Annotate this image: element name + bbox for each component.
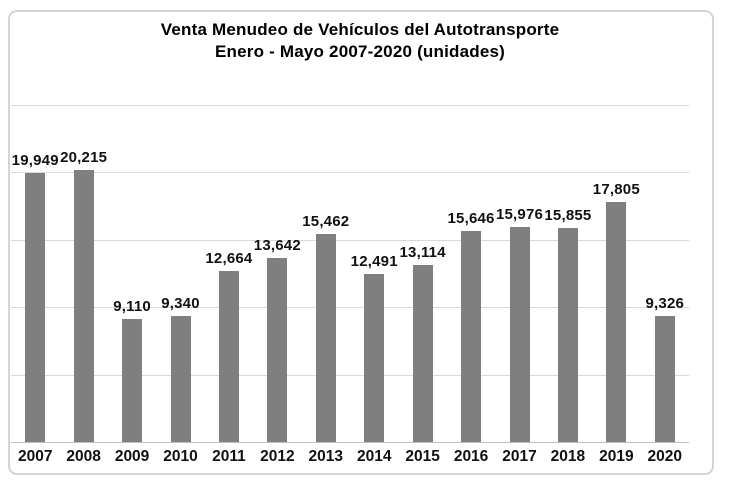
bar-value-label-2019: 17,805 xyxy=(592,181,640,198)
bar-2008 xyxy=(73,169,94,442)
x-axis-label-2008: 2008 xyxy=(66,448,101,465)
x-axis-label-2019: 2019 xyxy=(599,448,634,465)
x-axis-line xyxy=(11,442,689,443)
chart-title: Venta Menudeo de Vehículos del Autotrans… xyxy=(0,19,720,63)
bar-2020 xyxy=(654,316,675,442)
x-axis-label-2012: 2012 xyxy=(260,448,295,465)
bar-value-label-2014: 12,491 xyxy=(350,252,398,270)
gridline-20000 xyxy=(11,172,689,174)
bar-value-label-2011: 12,664 xyxy=(205,250,253,268)
x-axis-label-2009: 2009 xyxy=(114,448,150,465)
bar-value-label-2015: 13,114 xyxy=(399,244,446,262)
x-axis-label-2011: 2011 xyxy=(212,448,246,465)
gridline-15000 xyxy=(11,239,689,241)
bar-2015 xyxy=(412,265,433,442)
bar-value-label-2008: 20,215 xyxy=(60,148,108,166)
chart-title-line-1: Venta Menudeo de Vehículos del Autotrans… xyxy=(160,20,560,39)
x-axis-label-2020: 2020 xyxy=(647,448,683,465)
bar-value-label-2012: 13,642 xyxy=(253,237,301,255)
bar-2014 xyxy=(364,273,385,442)
x-axis-label-2018: 2018 xyxy=(550,448,586,465)
bar-value-label-2016: 15,646 xyxy=(447,210,495,228)
bar-2009 xyxy=(122,319,143,442)
bar-value-label-2017: 15,976 xyxy=(495,205,544,223)
gridline-5000 xyxy=(11,374,689,376)
bar-value-label-2020: 9,326 xyxy=(645,295,685,313)
bar-value-label-2013: 15,462 xyxy=(302,212,350,230)
bar-value-label-2018: 15,855 xyxy=(544,207,592,225)
chart-title-line-2: Enero - Mayo 2007-2020 (unidades) xyxy=(214,42,506,61)
bar-2019 xyxy=(606,202,627,442)
bar-2017 xyxy=(509,226,530,442)
bar-value-label-2009: 9,110 xyxy=(113,298,151,316)
bar-2007 xyxy=(25,173,46,442)
x-axis-label-2013: 2013 xyxy=(308,448,344,465)
x-axis-label-2015: 2015 xyxy=(405,448,440,465)
bar-value-label-2007: 19,949 xyxy=(11,152,59,170)
bar-2012 xyxy=(267,258,288,442)
bar-2010 xyxy=(170,316,191,442)
gridline-10000 xyxy=(11,307,689,309)
bar-value-label-2010: 9,340 xyxy=(161,295,200,313)
bar-2011 xyxy=(218,271,239,442)
x-axis-label-2014: 2014 xyxy=(356,448,392,465)
plot-area: 19,949 20,215 9,110 9,340 12,664 13,642 15,462… xyxy=(11,105,689,443)
bar-2016 xyxy=(461,231,482,442)
bar-2013 xyxy=(315,233,336,442)
bar-2018 xyxy=(557,228,578,442)
x-axis-labels: 2007 2008 2009 2010 2011 2012 2013 2014 2015 2016… xyxy=(11,448,689,470)
x-axis-label-2010: 2010 xyxy=(163,448,198,465)
x-axis-label-2017: 2017 xyxy=(502,448,537,465)
x-axis-label-2016: 2016 xyxy=(453,448,489,465)
x-axis-label-2007: 2007 xyxy=(17,448,53,465)
gridline-25000 xyxy=(11,105,689,106)
